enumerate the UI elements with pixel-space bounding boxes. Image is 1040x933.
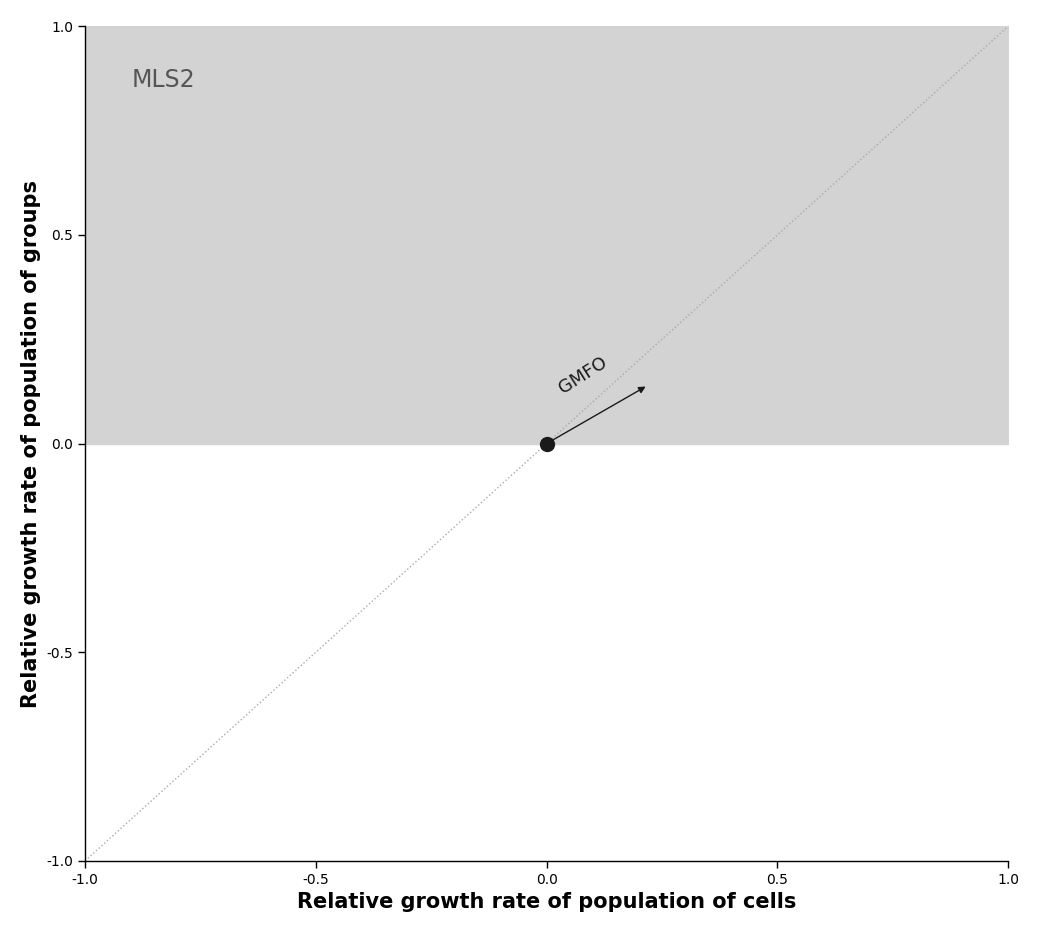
Point bbox=[539, 436, 555, 451]
Text: GMFO: GMFO bbox=[555, 354, 610, 397]
Y-axis label: Relative growth rate of population of groups: Relative growth rate of population of gr… bbox=[21, 179, 41, 707]
X-axis label: Relative growth rate of population of cells: Relative growth rate of population of ce… bbox=[297, 892, 797, 912]
Text: MLS2: MLS2 bbox=[131, 68, 194, 92]
